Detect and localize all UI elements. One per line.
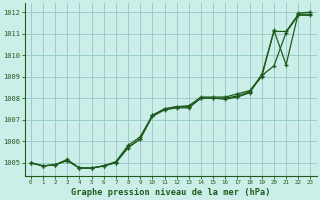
X-axis label: Graphe pression niveau de la mer (hPa): Graphe pression niveau de la mer (hPa) (71, 188, 270, 197)
